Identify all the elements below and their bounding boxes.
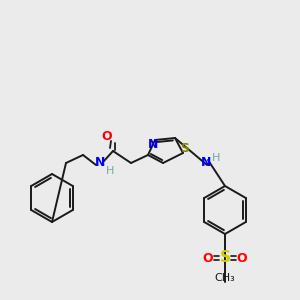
Text: N: N	[148, 137, 158, 151]
Text: S: S	[220, 250, 230, 266]
Text: CH₃: CH₃	[214, 273, 236, 283]
Text: H: H	[106, 166, 114, 176]
Text: N: N	[201, 157, 211, 169]
Text: H: H	[212, 153, 220, 163]
Text: S: S	[181, 142, 190, 155]
Text: O: O	[102, 130, 112, 143]
Text: O: O	[203, 251, 213, 265]
Text: N: N	[95, 157, 105, 169]
Text: O: O	[237, 251, 247, 265]
